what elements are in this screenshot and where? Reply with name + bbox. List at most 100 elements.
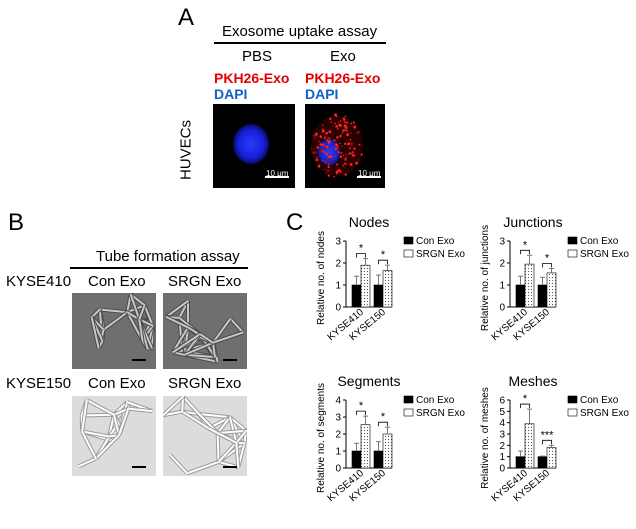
punctum (342, 129, 345, 132)
significance-bracket (520, 403, 530, 409)
punctum (336, 136, 339, 139)
significance-mark: * (359, 400, 364, 412)
punctum (323, 152, 326, 154)
bar (360, 424, 371, 469)
legend-label: Con Exo (416, 395, 455, 406)
stain-label-dapi-pbs: DAPI (214, 86, 248, 102)
legend-swatch (567, 395, 578, 404)
legend-label: SRGN Exo (416, 249, 465, 260)
punctum (313, 148, 315, 151)
scale-label-exo: 10 μm (358, 169, 381, 178)
scale-bar (132, 359, 146, 361)
significance-bracket (520, 249, 530, 255)
panel-b-label: B (8, 209, 25, 236)
legend-swatch (403, 408, 414, 417)
punctum (329, 155, 333, 159)
punctum (325, 172, 328, 175)
scale-bar-pbs (265, 176, 289, 178)
significance-bracket (356, 410, 366, 416)
punctum (352, 151, 355, 154)
punctum (335, 115, 338, 118)
y-tick-label: 2 (335, 259, 341, 270)
col-label-srgn-exo-2: SRGN Exo (168, 375, 242, 392)
punctum (317, 140, 321, 143)
legend-swatch (567, 408, 578, 417)
legend-label: Con Exo (580, 236, 619, 247)
bar (382, 270, 393, 308)
bar (373, 284, 384, 308)
punctum (344, 126, 348, 130)
punctum (330, 121, 333, 124)
punctum (314, 151, 317, 154)
punctum (319, 147, 323, 151)
punctum (327, 136, 329, 139)
micrograph-exo (305, 104, 385, 188)
significance-mark: * (381, 249, 386, 261)
column-label-exo: Exo (330, 48, 356, 65)
punctum (344, 173, 347, 176)
legend-label: Con Exo (416, 236, 455, 247)
chart-title: Nodes (349, 214, 389, 230)
punctum (327, 165, 330, 169)
panel-c-label: C (286, 209, 304, 236)
row-label-kyse150: KYSE150 (6, 375, 72, 392)
punctum (342, 118, 346, 121)
punctum (322, 124, 324, 126)
punctum (321, 143, 325, 147)
bar (537, 456, 548, 469)
punctum (335, 143, 339, 147)
punctum (334, 122, 336, 125)
punctum (336, 127, 339, 131)
punctum (357, 159, 360, 161)
punctum (352, 121, 356, 124)
punctum (354, 154, 356, 157)
punctum (327, 174, 330, 177)
punctum (348, 147, 351, 150)
punctum (337, 121, 340, 124)
bar (524, 423, 535, 469)
punctum (350, 132, 352, 134)
panel-a-label: A (178, 4, 195, 31)
tube-image-kyse150-con (72, 396, 156, 476)
punctum (336, 163, 339, 166)
y-tick-label: 3 (499, 430, 505, 441)
tube-image-kyse150-srgn (163, 396, 247, 476)
punctum (327, 163, 330, 166)
significance-bracket (356, 253, 366, 258)
punctum (349, 162, 353, 166)
significance-bracket (542, 439, 552, 445)
punctum (339, 170, 342, 173)
punctum (315, 158, 319, 162)
punctum (347, 142, 351, 145)
punctum (310, 148, 313, 150)
stain-label-pkh26-exo: PKH26-Exo (305, 70, 381, 86)
punctum (339, 155, 343, 158)
significance-mark: * (359, 243, 364, 255)
legend-swatch (567, 236, 578, 245)
punctum (313, 137, 316, 140)
nucleus-shape (233, 124, 269, 164)
y-tick-label: 3 (335, 413, 341, 424)
panel-a-title: Exosome uptake assay (222, 23, 378, 40)
punctum (328, 130, 332, 134)
punctum (327, 139, 330, 142)
legend-label: SRGN Exo (580, 408, 629, 419)
y-axis-label: Relative no. of junctions (480, 225, 491, 331)
bar (546, 272, 557, 308)
col-label-con-exo-1: Con Exo (88, 273, 146, 290)
punctum (333, 139, 336, 142)
punctum (358, 143, 361, 146)
punctum (346, 156, 348, 158)
y-tick-label: 0 (499, 464, 505, 475)
punctum (357, 132, 360, 134)
punctum (343, 166, 345, 168)
punctum (343, 154, 345, 157)
legend-swatch (403, 236, 414, 245)
punctum (335, 124, 339, 128)
significance-bracket (378, 421, 388, 427)
punctum (325, 152, 329, 156)
scale-bar (223, 466, 237, 468)
punctum (338, 151, 340, 154)
stain-label-pkh26-pbs: PKH26-Exo (214, 70, 290, 86)
punctum (322, 159, 324, 162)
